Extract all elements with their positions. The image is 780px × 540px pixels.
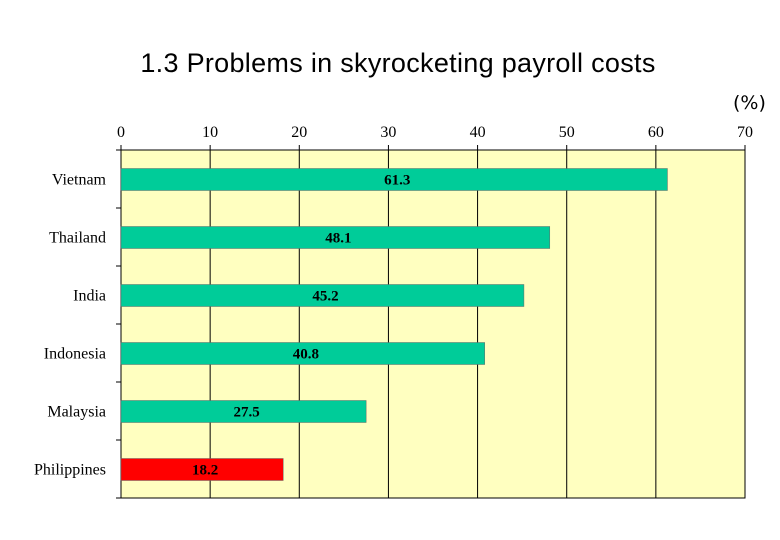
category-label: Vietnam (52, 172, 107, 189)
bar-thailand (120, 226, 551, 249)
plot-area (120, 149, 746, 499)
x-tick-label: 20 (291, 124, 307, 141)
data-labels: 61.3 48.1 45.2 40.8 27.5 18.2 (192, 173, 410, 479)
data-label: 40.8 (293, 347, 319, 363)
bar-philippines (120, 458, 284, 481)
data-label: 61.3 (384, 173, 410, 189)
data-label: 27.5 (233, 405, 259, 421)
bars (120, 168, 668, 481)
bar-malaysia (120, 400, 367, 423)
data-label: 18.2 (192, 463, 218, 479)
x-tick-label: 70 (737, 124, 753, 141)
data-label: 48.1 (325, 231, 351, 247)
category-label: Philippines (34, 462, 106, 479)
category-labels: Vietnam Thailand India Indonesia Malaysia Phi… (34, 172, 107, 479)
data-label: 45.2 (312, 289, 338, 305)
x-axis-ticks: 0 10 20 30 40 50 60 70 (116, 124, 753, 499)
bar-india (120, 284, 525, 307)
category-label: India (73, 288, 106, 305)
chart-title: 1.3 Problems in skyrocketing payroll cos… (140, 48, 656, 78)
x-tick-label: 30 (380, 124, 396, 141)
category-label: Indonesia (44, 346, 106, 363)
x-tick-label: 0 (117, 124, 125, 141)
bar-indonesia (120, 342, 485, 365)
x-tick-label: 40 (470, 124, 486, 141)
x-tick-label: 10 (202, 124, 218, 141)
grid-lines (209, 150, 657, 498)
category-label: Malaysia (47, 404, 106, 421)
x-tick-label: 60 (648, 124, 664, 141)
x-tick-label: 50 (559, 124, 575, 141)
category-label: Thailand (49, 230, 106, 247)
unit-label: (%) (733, 92, 766, 114)
bar-vietnam (120, 168, 668, 191)
